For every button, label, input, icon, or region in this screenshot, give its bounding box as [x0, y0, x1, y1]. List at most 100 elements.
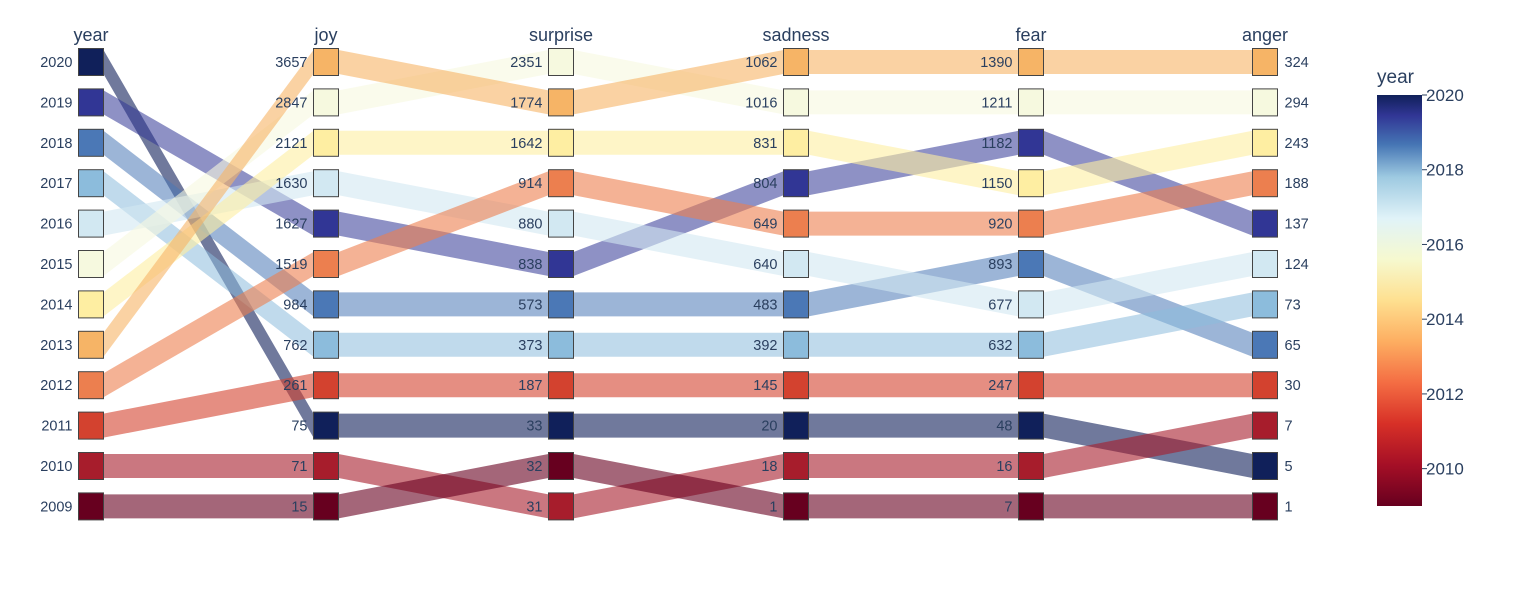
- category-box-anger-73[interactable]: [1252, 290, 1278, 319]
- category-box-joy-1630[interactable]: [313, 169, 339, 198]
- ribbon-2010-year-joy: [103, 454, 314, 478]
- category-box-year-2016[interactable]: [78, 209, 104, 238]
- category-box-anger-1[interactable]: [1252, 492, 1278, 521]
- category-box-anger-188[interactable]: [1252, 169, 1278, 198]
- category-box-fear-893[interactable]: [1018, 250, 1044, 278]
- category-box-fear-632[interactable]: [1018, 330, 1044, 359]
- ribbon-2009-year-joy: [103, 494, 314, 519]
- category-box-sadness-18[interactable]: [783, 452, 809, 480]
- category-box-year-2019[interactable]: [78, 88, 104, 117]
- category-label-sadness-1: 1: [769, 499, 777, 515]
- category-label-fear-677: 677: [988, 297, 1012, 313]
- category-box-anger-124[interactable]: [1252, 250, 1278, 278]
- category-box-surprise-573[interactable]: [548, 290, 574, 319]
- category-box-joy-3657[interactable]: [313, 48, 339, 76]
- ribbon-2009-joy-surprise: [338, 454, 549, 519]
- category-box-joy-762[interactable]: [313, 330, 339, 359]
- category-box-joy-1519[interactable]: [313, 250, 339, 278]
- category-box-joy-1627[interactable]: [313, 209, 339, 238]
- colorbar-tick-2016: 2016: [1426, 235, 1464, 254]
- category-box-sadness-392[interactable]: [783, 330, 809, 359]
- category-box-anger-324[interactable]: [1252, 48, 1278, 76]
- category-label-anger-243: 243: [1285, 136, 1309, 152]
- category-label-joy-15: 15: [291, 499, 307, 515]
- category-box-year-2020[interactable]: [78, 48, 104, 76]
- category-box-joy-261[interactable]: [313, 371, 339, 400]
- category-box-joy-984[interactable]: [313, 290, 339, 319]
- category-label-anger-1: 1: [1285, 499, 1293, 515]
- category-box-sadness-145[interactable]: [783, 371, 809, 400]
- category-box-surprise-914[interactable]: [548, 169, 574, 198]
- category-label-fear-1182: 1182: [981, 136, 1012, 152]
- category-box-anger-137[interactable]: [1252, 209, 1278, 238]
- category-label-surprise-880: 880: [518, 217, 542, 233]
- category-box-fear-920[interactable]: [1018, 209, 1044, 238]
- category-box-surprise-373[interactable]: [548, 330, 574, 359]
- category-box-joy-15[interactable]: [313, 492, 339, 521]
- category-box-sadness-1016[interactable]: [783, 88, 809, 117]
- colorbar-tick-2010: 2010: [1426, 460, 1464, 479]
- category-box-fear-1390[interactable]: [1018, 48, 1044, 76]
- category-box-sadness-640[interactable]: [783, 250, 809, 278]
- ribbon-2019-joy-surprise: [338, 211, 549, 276]
- category-label-surprise-2351: 2351: [510, 55, 542, 71]
- category-box-fear-48[interactable]: [1018, 411, 1044, 440]
- category-box-year-2018[interactable]: [78, 128, 104, 157]
- category-box-anger-5[interactable]: [1252, 452, 1278, 480]
- category-box-surprise-880[interactable]: [548, 209, 574, 238]
- category-label-joy-2121: 2121: [275, 136, 307, 152]
- category-box-fear-1182[interactable]: [1018, 128, 1044, 157]
- category-box-sadness-20[interactable]: [783, 411, 809, 440]
- category-box-fear-677[interactable]: [1018, 290, 1044, 319]
- category-box-fear-1150[interactable]: [1018, 169, 1044, 198]
- category-box-year-2015[interactable]: [78, 250, 104, 278]
- category-box-year-2011[interactable]: [78, 411, 104, 440]
- category-box-joy-2121[interactable]: [313, 128, 339, 157]
- category-box-anger-294[interactable]: [1252, 88, 1278, 117]
- category-box-sadness-649[interactable]: [783, 209, 809, 238]
- category-box-fear-7[interactable]: [1018, 492, 1044, 521]
- category-box-fear-16[interactable]: [1018, 452, 1044, 480]
- category-box-year-2009[interactable]: [78, 492, 104, 521]
- category-box-year-2010[interactable]: [78, 452, 104, 480]
- ribbon-2009-sadness-fear: [808, 494, 1019, 519]
- category-box-anger-7[interactable]: [1252, 411, 1278, 440]
- category-box-joy-75[interactable]: [313, 411, 339, 440]
- category-box-sadness-1062[interactable]: [783, 48, 809, 76]
- category-box-surprise-33[interactable]: [548, 411, 574, 440]
- category-box-surprise-32[interactable]: [548, 452, 574, 480]
- category-box-year-2014[interactable]: [78, 290, 104, 319]
- category-box-sadness-831[interactable]: [783, 128, 809, 157]
- category-box-surprise-31[interactable]: [548, 492, 574, 521]
- category-box-anger-243[interactable]: [1252, 128, 1278, 157]
- category-box-joy-71[interactable]: [313, 452, 339, 480]
- category-box-surprise-838[interactable]: [548, 250, 574, 278]
- category-box-sadness-804[interactable]: [783, 169, 809, 198]
- ribbon-2017-sadness-fear: [808, 332, 1019, 357]
- category-label-joy-3657: 3657: [275, 55, 307, 71]
- category-box-anger-65[interactable]: [1252, 330, 1278, 359]
- category-box-fear-247[interactable]: [1018, 371, 1044, 400]
- category-box-year-2017[interactable]: [78, 169, 104, 198]
- category-box-year-2013[interactable]: [78, 330, 104, 359]
- category-box-sadness-483[interactable]: [783, 290, 809, 319]
- category-box-sadness-1[interactable]: [783, 492, 809, 521]
- category-label-sadness-20: 20: [761, 419, 777, 435]
- category-box-fear-1211[interactable]: [1018, 88, 1044, 117]
- ribbon-2013-sadness-fear: [808, 50, 1019, 74]
- category-box-surprise-1774[interactable]: [548, 88, 574, 117]
- category-box-surprise-1642[interactable]: [548, 128, 574, 157]
- ribbon-2014-sadness-fear: [808, 130, 1019, 196]
- category-box-joy-2847[interactable]: [313, 88, 339, 117]
- category-label-surprise-33: 33: [526, 419, 542, 435]
- category-box-anger-30[interactable]: [1252, 371, 1278, 400]
- ribbon-2012-surprise-sadness: [573, 171, 784, 236]
- ribbon-2016-fear-anger: [1043, 252, 1253, 317]
- category-label-sadness-1016: 1016: [745, 95, 777, 111]
- category-label-year-2018: 2018: [40, 136, 72, 152]
- category-label-anger-137: 137: [1285, 217, 1309, 233]
- colorbar-ticks: 2020 2018 2016 2014 2012 2010: [1422, 86, 1464, 479]
- category-box-surprise-2351[interactable]: [548, 48, 574, 76]
- category-box-surprise-187[interactable]: [548, 371, 574, 400]
- category-box-year-2012[interactable]: [78, 371, 104, 400]
